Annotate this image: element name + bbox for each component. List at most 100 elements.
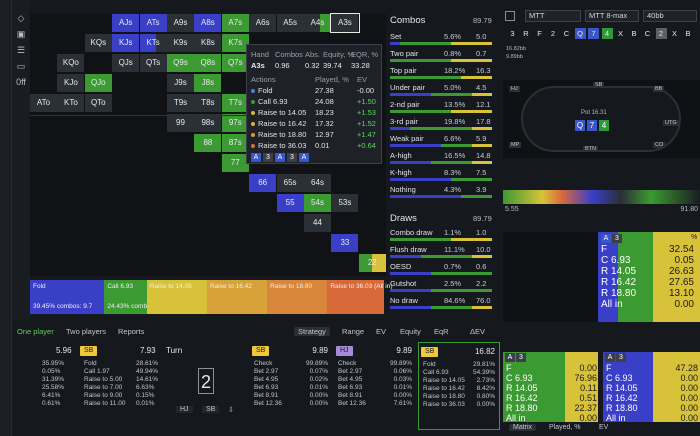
category-row[interactable]: Weak pair 6.6% 5.9 — [388, 132, 494, 150]
panel-row[interactable]: Check 99.89% — [252, 360, 330, 368]
category-row[interactable]: Under pair 5.0% 4.5 — [388, 81, 494, 99]
action-chip[interactable]: F — [537, 29, 542, 38]
panel-row[interactable]: Bet 12.36 0.00% — [252, 400, 330, 408]
range-cell[interactable]: 44 — [304, 214, 331, 232]
tab-4[interactable]: EqR — [434, 327, 449, 336]
action-segment[interactable]: Fold 39.45% combos: 9.7 — [30, 280, 105, 314]
range-cell[interactable]: QJo — [84, 74, 112, 92]
panel-row[interactable]: Bet 12.36 7.61% — [336, 400, 414, 408]
seat-btn[interactable]: BTN — [583, 146, 598, 152]
seat-utg[interactable]: UTG — [663, 120, 679, 126]
off-icon[interactable]: 0ff — [16, 77, 26, 87]
range-cell[interactable]: A4s — [304, 14, 331, 32]
tab-two-players[interactable]: Two players — [66, 327, 107, 336]
action-chip[interactable]: X — [671, 29, 677, 38]
action-chip[interactable]: C — [644, 29, 651, 38]
panel-row[interactable]: 0.61% Raise to 11.00 0.01% — [32, 400, 158, 408]
range-cell[interactable]: ATs — [139, 14, 167, 32]
range-cell[interactable]: A9s — [167, 14, 194, 32]
panel-row[interactable]: Bet 6.93 0.01% — [252, 384, 330, 392]
panel-row[interactable]: Bet 8.91 0.00% — [252, 392, 330, 400]
category-row[interactable]: K-high 8.3% 7.5 — [388, 166, 494, 184]
range-cell[interactable]: KTo — [57, 94, 85, 112]
range-cell[interactable]: 97s — [221, 114, 249, 132]
action-segment[interactable]: Raise to 36.03 (All in) — [327, 280, 393, 314]
panel-row[interactable]: Fold 29.81% — [421, 361, 497, 369]
panel-row[interactable]: Bet 8.91 0.00% — [336, 392, 414, 400]
panel-row[interactable]: 35.95% Fold 28.61% — [32, 360, 158, 368]
range-cell[interactable]: A8s — [194, 14, 222, 32]
category-row[interactable]: Gutshot 2.5% 2.2 — [388, 277, 494, 295]
range-cell[interactable]: 33 — [331, 234, 359, 252]
turn-seat-button[interactable]: SB — [202, 406, 220, 413]
range-cell[interactable]: T7s — [221, 94, 249, 112]
tab-reports[interactable]: Reports — [118, 327, 145, 336]
action-segment[interactable]: Raise to 14.05 — [146, 280, 207, 314]
range-cell[interactable]: KJo — [57, 74, 85, 92]
action-segment[interactable]: Call 6.93 24.43% combos: 0.9 — [104, 280, 167, 314]
seat-mp[interactable]: MP — [509, 142, 522, 148]
range-cell[interactable]: 66 — [249, 174, 277, 192]
seat-hj[interactable]: HJ — [509, 86, 520, 92]
range-cell[interactable]: KJs — [112, 34, 140, 52]
action-chip[interactable]: 2 — [655, 28, 667, 39]
range-cell[interactable]: 53s — [331, 194, 359, 212]
range-cell[interactable]: 22 — [358, 254, 386, 272]
panel-row[interactable]: Check 99.89% — [336, 360, 414, 368]
category-row[interactable]: 2-nd pair 13.5% 12.1 — [388, 98, 494, 116]
view-tab[interactable]: EV — [599, 424, 609, 431]
category-row[interactable]: 3-rd pair 19.8% 17.8 — [388, 115, 494, 133]
tab-one-player[interactable]: One player — [17, 327, 54, 336]
tab-1[interactable]: Range — [342, 327, 365, 336]
range-cell[interactable]: 77 — [221, 154, 249, 172]
range-cell[interactable]: K8s — [194, 34, 222, 52]
range-cell[interactable]: 99 — [167, 114, 194, 132]
panel-row[interactable]: Bet 2.97 0.07% — [252, 368, 330, 376]
range-cell[interactable]: 87s — [221, 134, 249, 152]
seat-sb[interactable]: SB — [593, 82, 605, 88]
download-icon[interactable]: ⇩ — [228, 407, 234, 414]
range-cell[interactable]: K9s — [167, 34, 194, 52]
list-icon[interactable]: ☰ — [16, 45, 26, 55]
panel-row[interactable]: 6.41% Raise to 9.00 0.15% — [32, 392, 158, 400]
range-cell[interactable]: A6s — [249, 14, 277, 32]
category-row[interactable]: Set 5.6% 5.0 — [388, 30, 494, 48]
range-cell[interactable]: A3s — [331, 14, 359, 32]
category-row[interactable]: Nothing 4.3% 3.9 — [388, 183, 494, 201]
panel-row[interactable]: 31.39% Raise to 5.00 14.61% — [32, 376, 158, 384]
range-cell[interactable]: AJs — [112, 14, 140, 32]
config-select[interactable]: MTT 8-max — [585, 10, 639, 22]
category-row[interactable]: Two pair 0.8% 0.7 — [388, 47, 494, 65]
action-chip[interactable]: 2 — [550, 29, 556, 38]
panel-row[interactable]: Raise to 36.03 0.00% — [421, 401, 497, 409]
category-row[interactable]: Top pair 18.2% 16.3 — [388, 64, 494, 82]
turn-card[interactable]: 2 — [198, 368, 214, 394]
config-select[interactable]: 40bb — [643, 10, 697, 22]
range-cell[interactable]: Q9s — [167, 54, 194, 72]
panel-row[interactable]: Bet 4.95 0.03% — [336, 376, 414, 384]
range-cell[interactable]: T8s — [194, 94, 222, 112]
tab-2[interactable]: EV — [376, 327, 387, 336]
range-cell[interactable]: A5s — [276, 14, 304, 32]
action-chip[interactable]: R — [523, 29, 529, 38]
range-cell[interactable]: J8s — [194, 74, 222, 92]
grid-icon[interactable] — [505, 11, 515, 21]
range-cell[interactable]: KQo — [57, 54, 85, 72]
panel-row[interactable]: Raise to 16.42 8.42% — [421, 385, 497, 393]
action-chip[interactable]: Q — [574, 28, 586, 39]
range-cell[interactable]: 65s — [276, 174, 304, 192]
panel-row[interactable]: Bet 4.95 0.02% — [252, 376, 330, 384]
panel-row[interactable]: Bet 6.93 0.01% — [336, 384, 414, 392]
range-cell[interactable]: 54s — [304, 194, 331, 212]
range-cell[interactable]: 98s — [194, 114, 222, 132]
tab-3[interactable]: Equity — [400, 327, 421, 336]
range-cell[interactable]: 88 — [194, 134, 222, 152]
panel-row[interactable]: 25.58% Raise to 7.00 6.63% — [32, 384, 158, 392]
action-segment[interactable]: Raise to 18.80 — [267, 280, 328, 314]
range-cell[interactable]: 64s — [304, 174, 331, 192]
eraser-icon[interactable]: ◇ — [17, 13, 25, 23]
chat-icon[interactable]: ▭ — [16, 61, 26, 71]
tab-5[interactable]: ΔEV — [470, 327, 486, 336]
range-cell[interactable]: Q7s — [221, 54, 249, 72]
action-chip[interactable]: X — [617, 29, 623, 38]
